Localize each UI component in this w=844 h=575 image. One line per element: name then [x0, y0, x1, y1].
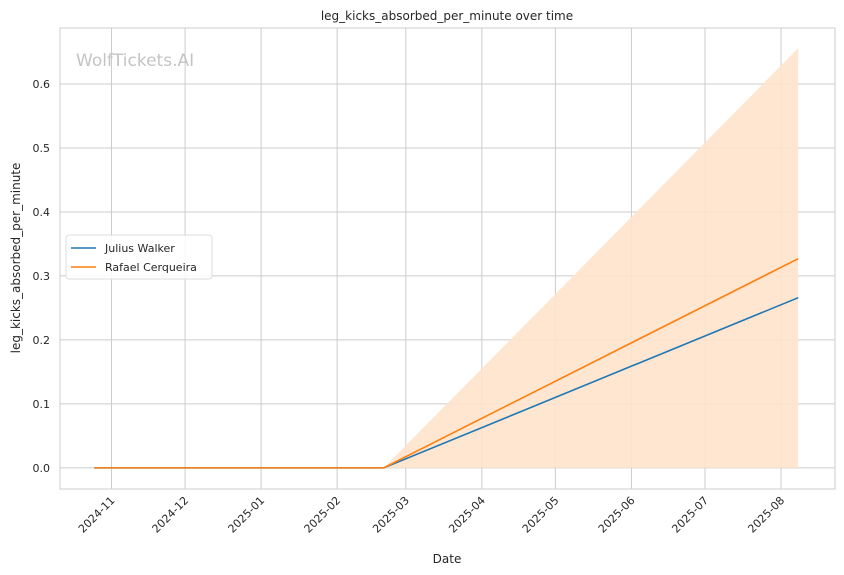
y-tick-label: 0.4: [33, 206, 51, 219]
y-tick-label: 0.2: [33, 334, 51, 347]
confidence-band-rafael-cerqueira: [383, 48, 799, 468]
y-axis-label: leg_kicks_absorbed_per_minute: [9, 163, 23, 354]
confidence-band: [383, 48, 799, 468]
y-tick-label: 0.5: [33, 142, 51, 155]
y-tick-label: 0.1: [33, 398, 51, 411]
x-tick-label: 2025-05: [520, 494, 562, 536]
legend-box: [65, 234, 213, 280]
x-tick-label: 2024-12: [150, 494, 192, 536]
legend-label: Julius Walker: [104, 242, 175, 255]
series-line-rafael-cerqueira: [94, 257, 799, 469]
chart-title: leg_kicks_absorbed_per_minute over time: [321, 9, 573, 23]
legend: Julius Walker Rafael Cerqueira: [65, 234, 213, 280]
watermark: WolfTickets.AI: [76, 51, 194, 71]
x-axis-label: Date: [433, 552, 462, 566]
legend-label: Rafael Cerqueira: [105, 261, 197, 274]
x-tick-label: 2024-11: [76, 494, 118, 536]
y-tick-label: 0.0: [33, 462, 51, 475]
x-tick-label: 2025-04: [446, 494, 488, 536]
plot-frame: [59, 27, 836, 490]
x-axis-ticks: 2024-11 2024-12 2025-01 2025-02 2025-03 2025-…: [76, 494, 787, 536]
x-tick-label: 2025-08: [745, 494, 787, 536]
series-lines: [94, 257, 799, 469]
x-tick-label: 2025-02: [302, 494, 344, 536]
x-tick-label: 2025-06: [596, 494, 638, 536]
y-tick-label: 0.3: [33, 270, 51, 283]
y-axis-ticks: 0.0 0.1 0.2 0.3 0.4 0.5 0.6: [33, 78, 51, 475]
y-tick-label: 0.6: [33, 78, 51, 91]
x-tick-label: 2025-03: [370, 494, 412, 536]
x-tick-label: 2025-01: [226, 494, 268, 536]
x-tick-label: 2025-07: [669, 494, 711, 536]
